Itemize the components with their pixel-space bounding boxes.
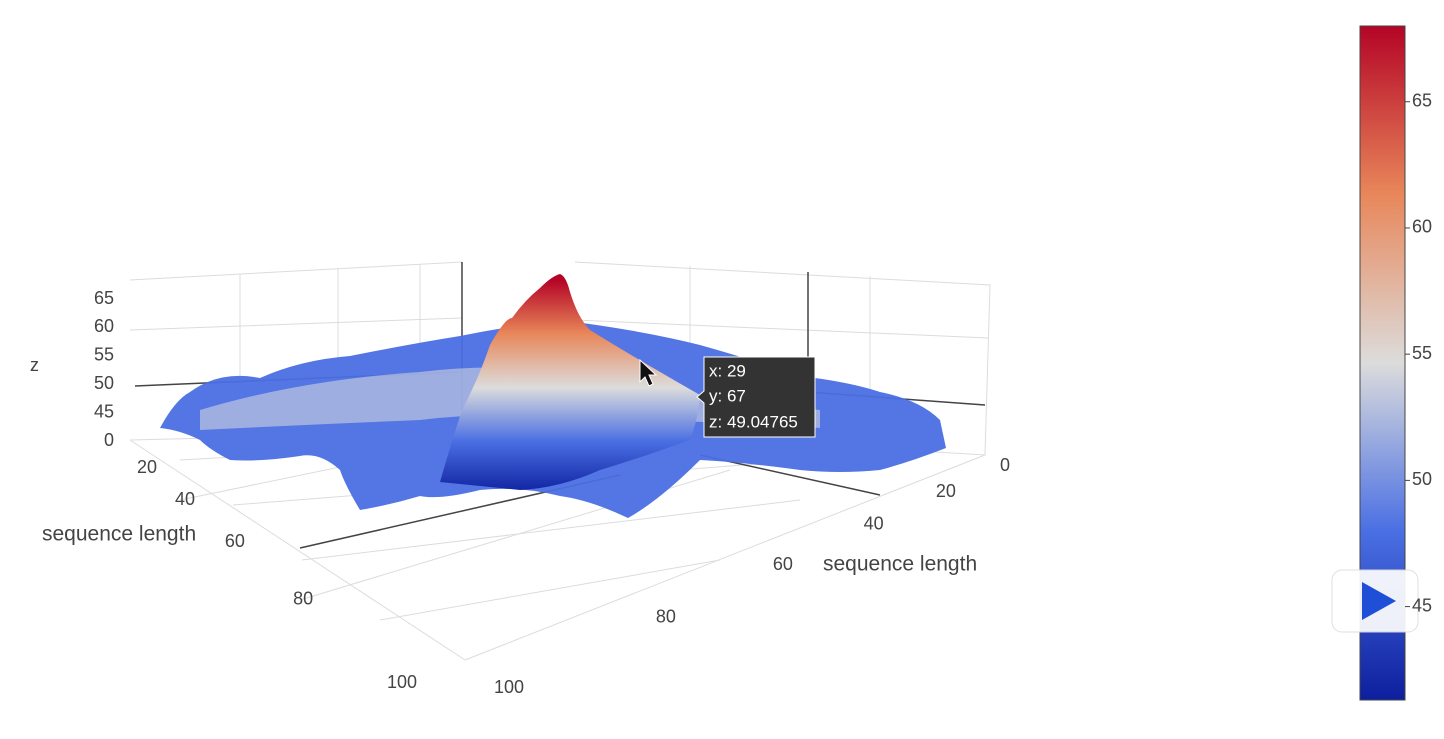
y-tick-label: 100 <box>494 677 524 697</box>
y-tick-label: 80 <box>656 607 676 627</box>
cursor <box>639 358 658 387</box>
x-tick-label: 60 <box>225 531 245 551</box>
play-button[interactable] <box>1331 569 1419 633</box>
colorbar-tick-label: 45 <box>1412 595 1432 615</box>
z-tick-label: 60 <box>94 316 114 336</box>
y-axis-label: sequence length <box>823 553 977 576</box>
hover-line: x: 29 <box>709 361 746 380</box>
z-tick-label: 55 <box>94 345 114 365</box>
colorbar-tick-label: 60 <box>1412 217 1432 237</box>
surface-peak <box>440 274 700 490</box>
z-tick-label: 65 <box>94 288 114 308</box>
colorbar-tick-label: 65 <box>1412 90 1432 110</box>
hover-line: z: 49.04765 <box>709 412 798 431</box>
x-tick-label: 100 <box>387 672 417 692</box>
z-tick-label: 50 <box>94 373 114 393</box>
hover-line: y: 67 <box>709 386 746 405</box>
y-tick-label: 20 <box>936 481 956 501</box>
y-tick-label: 40 <box>864 514 884 534</box>
z-axis-label: z <box>30 355 39 375</box>
z-tick-label: 45 <box>94 401 114 421</box>
y-tick-label: 0 <box>1000 455 1010 475</box>
x-tick-label: 40 <box>175 489 195 509</box>
z-tick-label: 0 <box>104 430 114 450</box>
colorbar-tick-label: 55 <box>1412 343 1432 363</box>
x-tick-label: 80 <box>293 588 313 608</box>
x-axis-label: sequence length <box>42 523 196 546</box>
y-tick-label: 60 <box>773 554 793 574</box>
x-tick-label: 20 <box>137 457 157 477</box>
colorbar-tick-label: 50 <box>1412 469 1432 489</box>
hover-tooltip: x: 29 y: 67 z: 49.04765 <box>696 356 816 438</box>
surface <box>160 274 946 518</box>
